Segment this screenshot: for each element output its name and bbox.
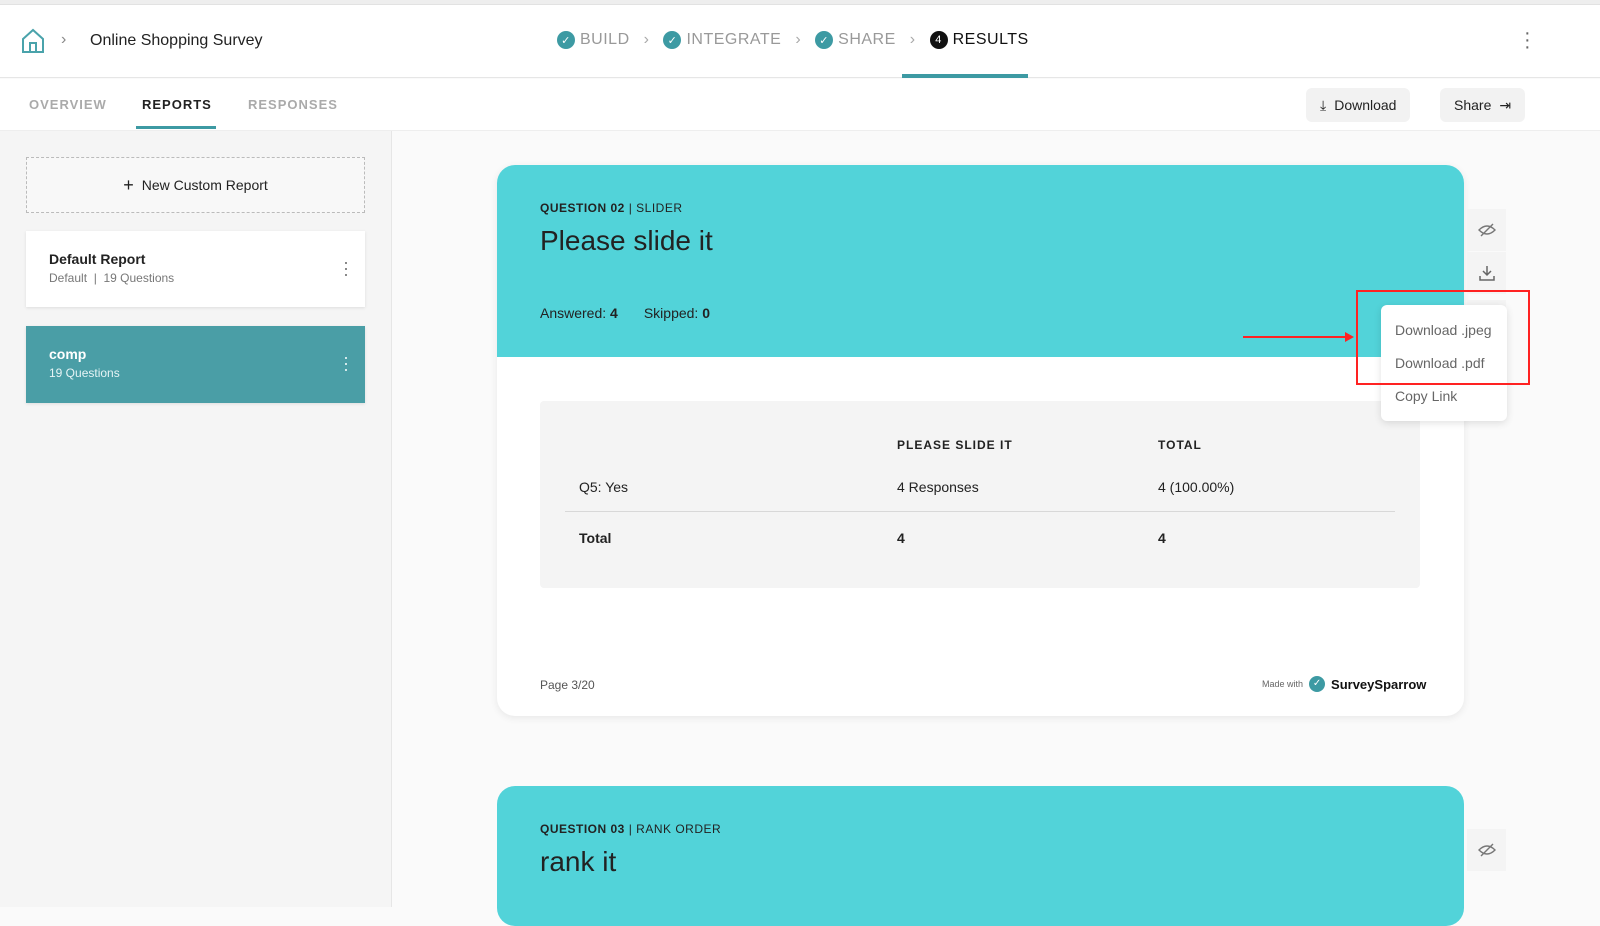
step-label: SHARE xyxy=(838,31,896,48)
total-cell: 4 xyxy=(897,530,905,546)
header xyxy=(0,5,1600,78)
question-number: QUESTION 02 xyxy=(540,201,625,215)
check-icon: ✓ xyxy=(663,31,682,49)
more-options-icon[interactable]: · · · xyxy=(1524,22,1531,58)
tab-responses[interactable]: RESPONSES xyxy=(248,97,338,112)
plus-icon: + xyxy=(123,174,134,195)
chevron-right-icon: › xyxy=(909,31,916,48)
report-item-default[interactable]: Default Report Default | 19 Questions · ·… xyxy=(26,231,365,307)
share-icon: ⇥ xyxy=(1499,96,1512,113)
download-menu: Download .jpeg Download .pdf Copy Link xyxy=(1381,305,1507,421)
menu-item-download-jpeg[interactable]: Download .jpeg xyxy=(1395,322,1492,338)
menu-item-copy-link[interactable]: Copy Link xyxy=(1395,388,1458,404)
active-step-indicator xyxy=(902,74,1028,78)
question-number: QUESTION 03 xyxy=(540,822,625,836)
report-name: comp xyxy=(49,346,87,362)
question-label: QUESTION 03 | RANK ORDER xyxy=(540,822,721,836)
made-with-label: Made with xyxy=(1262,679,1304,689)
total-cell: 4 xyxy=(1158,530,1166,546)
question-card: QUESTION 02 | SLIDER Please slide it Ans… xyxy=(497,165,1464,716)
question-header: QUESTION 02 | SLIDER Please slide it Ans… xyxy=(497,165,1464,357)
new-report-label: New Custom Report xyxy=(141,177,268,193)
check-icon: ✓ xyxy=(815,31,834,49)
chevron-right-icon: › xyxy=(61,31,67,48)
chevron-right-icon: › xyxy=(795,31,802,48)
survey-title: Online Shopping Survey xyxy=(90,32,263,49)
more-options-icon[interactable]: · · · xyxy=(343,347,349,379)
download-button[interactable]: ⤓ Download xyxy=(1306,88,1411,122)
download-icon[interactable] xyxy=(1467,252,1506,294)
report-subtitle: Default | 19 Questions xyxy=(49,271,175,285)
question-card: QUESTION 03 | RANK ORDER rank it xyxy=(497,786,1464,926)
top-border xyxy=(0,0,1600,5)
step-share[interactable]: ✓ SHARE xyxy=(815,31,896,49)
step-label: BUILD xyxy=(580,31,630,48)
steps-nav: ✓ BUILD › ✓ INTEGRATE › ✓ SHARE › 4 RESULTS xyxy=(557,31,1029,49)
step-results[interactable]: 4 RESULTS xyxy=(929,31,1029,49)
tab-reports[interactable]: REPORTS xyxy=(142,97,212,112)
row-label: Q5: Yes xyxy=(579,479,629,495)
share-button[interactable]: Share ⇥ xyxy=(1440,88,1526,122)
hide-icon[interactable] xyxy=(1467,829,1506,871)
annotation-arrow xyxy=(1243,336,1347,338)
more-options-icon[interactable]: · · · xyxy=(343,252,349,284)
question-label: QUESTION 02 | SLIDER xyxy=(540,201,683,215)
results-table: PLEASE SLIDE IT TOTAL Q5: Yes 4 Response… xyxy=(540,401,1420,588)
new-custom-report-button[interactable]: + New Custom Report xyxy=(26,157,365,213)
report-name: Default Report xyxy=(49,251,146,267)
tab-overview[interactable]: OVERVIEW xyxy=(29,97,107,112)
total-label: Total xyxy=(579,530,612,546)
cell: 4 (100.00%) xyxy=(1158,479,1235,495)
menu-item-download-pdf[interactable]: Download .pdf xyxy=(1395,355,1485,371)
made-with-badge: Made with ✓ SurveySparrow xyxy=(1262,676,1426,692)
stats: Answered: 4 Skipped: 0 xyxy=(540,305,710,321)
cell: 4 Responses xyxy=(897,479,979,495)
home-icon[interactable] xyxy=(21,28,45,54)
step-build[interactable]: ✓ BUILD xyxy=(557,31,630,49)
question-title: rank it xyxy=(540,846,617,877)
answered-label: Answered: xyxy=(540,305,607,321)
share-label: Share xyxy=(1454,97,1492,113)
active-tab-indicator xyxy=(136,126,216,129)
skipped-label: Skipped: xyxy=(643,305,699,321)
surveysparrow-logo-icon: ✓ xyxy=(1309,676,1326,692)
step-label: RESULTS xyxy=(952,31,1029,48)
column-header: TOTAL xyxy=(1158,438,1202,452)
question-title: Please slide it xyxy=(540,225,713,256)
page-number: Page 3/20 xyxy=(540,678,595,692)
report-item-comp[interactable]: comp 19 Questions · · · xyxy=(26,326,365,403)
step-label: INTEGRATE xyxy=(686,31,782,48)
answered-count: 4 xyxy=(610,305,618,321)
step-number: 4 xyxy=(929,31,948,49)
report-subtitle: 19 Questions xyxy=(49,366,120,380)
annotation-highlight-box xyxy=(1356,290,1530,385)
download-label: Download xyxy=(1334,97,1397,113)
column-header: PLEASE SLIDE IT xyxy=(897,438,1013,452)
step-integrate[interactable]: ✓ INTEGRATE xyxy=(663,31,781,49)
chevron-right-icon: › xyxy=(643,31,650,48)
question-type: | SLIDER xyxy=(628,201,683,215)
download-icon: ⤓ xyxy=(1320,96,1327,113)
question-type: | RANK ORDER xyxy=(628,822,722,836)
check-icon: ✓ xyxy=(557,31,575,49)
brand-name: SurveySparrow xyxy=(1331,676,1427,692)
divider xyxy=(565,511,1395,512)
hide-icon[interactable] xyxy=(1467,209,1506,251)
annotation-arrowhead xyxy=(1345,332,1354,342)
skipped-count: 0 xyxy=(702,305,711,321)
